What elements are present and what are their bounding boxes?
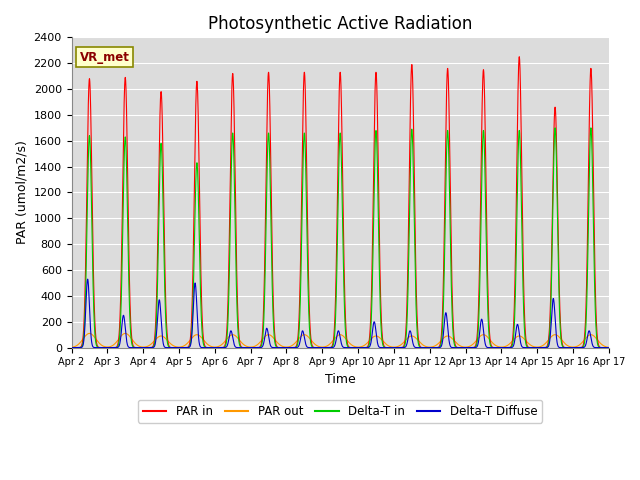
Delta-T in [68,345,76,350]
Delta-T Diffuse [320,345,328,350]
Line: PAR in: PAR in [72,57,609,348]
X-axis label: Time: Time [324,373,356,386]
PAR in [164,339,172,345]
PAR out [431,343,438,349]
Delta-T in [587,125,595,131]
Delta-T in [461,345,468,350]
Y-axis label: PAR (umol/m2/s): PAR (umol/m2/s) [15,141,28,244]
Line: Delta-T in: Delta-T in [72,128,609,348]
Delta-T in [604,345,612,350]
Delta-T Diffuse [491,345,499,350]
PAR out [491,342,499,348]
Title: Photosynthetic Active Radiation: Photosynthetic Active Radiation [208,15,472,33]
Delta-T Diffuse [431,345,438,350]
PAR out [86,331,93,336]
Line: Delta-T Diffuse: Delta-T Diffuse [72,279,609,348]
Delta-T in [491,345,499,350]
PAR in [515,54,523,60]
Delta-T in [605,345,612,350]
Delta-T Diffuse [68,345,76,350]
PAR in [68,345,76,350]
Delta-T Diffuse [461,345,468,350]
Delta-T Diffuse [605,345,612,350]
Delta-T Diffuse [84,276,92,282]
Delta-T Diffuse [164,345,172,350]
PAR out [68,345,76,350]
PAR out [320,344,328,350]
PAR out [461,344,468,350]
PAR in [605,345,612,350]
Delta-T Diffuse [604,345,612,350]
Line: PAR out: PAR out [72,334,609,348]
Delta-T in [164,342,172,348]
PAR out [605,345,612,350]
PAR in [461,345,468,350]
Legend: PAR in, PAR out, Delta-T in, Delta-T Diffuse: PAR in, PAR out, Delta-T in, Delta-T Dif… [138,400,542,422]
PAR out [604,344,612,350]
PAR in [491,345,499,350]
Text: VR_met: VR_met [79,50,129,64]
Delta-T in [320,345,328,350]
PAR out [164,338,172,344]
PAR in [604,345,612,350]
PAR in [431,345,438,350]
Delta-T in [431,345,438,350]
PAR in [320,345,328,350]
